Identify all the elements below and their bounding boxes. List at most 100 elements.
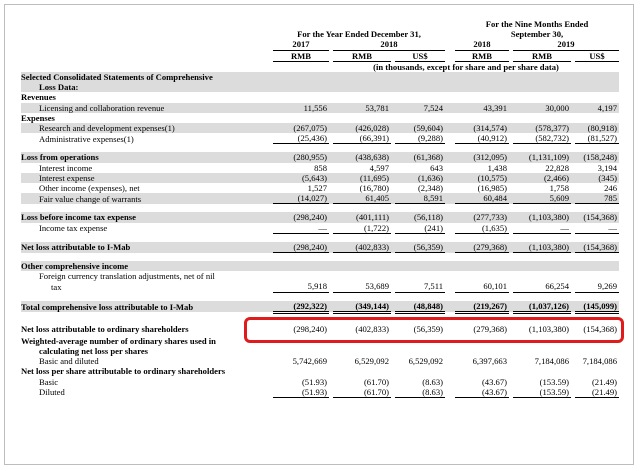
value-cell: 5,918 <box>273 281 329 293</box>
row-label: Income tax expense <box>39 223 108 234</box>
value-cell: 9,269 <box>575 281 619 293</box>
value-cell: (298,240) <box>273 212 329 223</box>
value-cell: (277,733) <box>455 212 509 223</box>
value-cell: (298,240) <box>273 241 329 254</box>
value-cell: (61,368) <box>395 152 445 163</box>
value-cell: 7,184,086 <box>534 356 569 367</box>
value-cell: 5,609 <box>513 193 571 205</box>
value-cell: 66,254 <box>513 281 571 293</box>
value-cell: 60,484 <box>455 193 509 205</box>
label-row: Other comprehensive income <box>21 261 619 272</box>
value-cell: — <box>273 222 329 234</box>
label-row: Foreign currency translation adjustments… <box>21 271 619 281</box>
header-years: 2017 2018 2018 2019 <box>21 39 619 51</box>
value-cell: 7,511 <box>395 281 445 293</box>
units-note-row: (in thousands, except for share and per … <box>21 61 619 72</box>
value-cell: (21.49) <box>591 376 617 387</box>
table-row: Administrative expenses(1) (25,436) (66,… <box>21 133 619 145</box>
currency-cell: RMB <box>273 50 329 62</box>
value-cell: (10,575) <box>455 172 509 184</box>
value-cell: (158,248) <box>575 152 619 163</box>
value-cell: (154,368) <box>575 241 619 254</box>
table-row: Net loss attributable to I-Mab (298,240)… <box>21 241 619 254</box>
value-cell: 7,524 <box>395 102 445 113</box>
value-cell: (1,103,380) <box>513 212 571 223</box>
value-cell: — <box>575 222 619 234</box>
table-row: Fair value change of warrants (14,027) 6… <box>21 193 619 205</box>
value-cell: 1,758 <box>549 183 569 194</box>
table-row: Loss from operations (280,955) (438,638)… <box>21 152 619 163</box>
table-row: Diluted (51.93) (61.70) (8.63) (43.67) (… <box>21 386 619 399</box>
value-cell: (25,436) <box>273 133 329 145</box>
value-cell: 61,405 <box>333 193 391 205</box>
value-cell: 53,781 <box>333 102 391 113</box>
currency-cell: US$ <box>575 50 619 62</box>
value-cell: (292,322) <box>273 300 329 314</box>
header-currencies: RMB RMB US$ RMB RMB US$ <box>21 50 619 62</box>
value-cell: (11,695) <box>333 172 391 184</box>
value-cell: (153.59) <box>539 376 569 387</box>
currency-cell: US$ <box>395 50 445 62</box>
value-cell: (8.63) <box>422 376 443 387</box>
value-cell: (2,348) <box>417 183 443 194</box>
value-cell: (40,912) <box>455 133 509 145</box>
value-cell: (349,144) <box>333 300 391 314</box>
value-cell: (154,368) <box>583 323 617 334</box>
expenses-label: Expenses <box>21 112 55 123</box>
header-nine-months-date: September 30, <box>510 29 564 40</box>
table-row: Licensing and collaboration revenue 11,5… <box>21 102 619 113</box>
value-cell: (16,985) <box>477 183 507 194</box>
value-cell: (219,267) <box>455 300 509 314</box>
value-cell: (43.67) <box>455 386 509 399</box>
row-label: Interest income <box>39 162 93 173</box>
value-cell: (1,037,126) <box>513 300 571 314</box>
value-cell: (43.67) <box>481 376 507 387</box>
value-cell: (438,638) <box>333 152 391 163</box>
label-row: Weighted-average number of ordinary shar… <box>21 336 619 346</box>
value-cell: (61.70) <box>333 386 391 399</box>
table-row: Research and development expenses(1) (26… <box>21 123 619 134</box>
table-row: Interest income 858 4,597 643 1,438 22,8… <box>21 163 619 173</box>
value-cell: — <box>513 222 571 234</box>
label-row: Revenues <box>21 92 619 102</box>
value-cell: 7,184,086 <box>582 356 617 367</box>
value-cell: (1,103,380) <box>528 323 569 334</box>
value-cell: (81,527) <box>575 133 619 145</box>
row-label: calculating net loss per shares <box>39 346 149 357</box>
value-cell: (61.70) <box>363 376 389 387</box>
value-cell: 785 <box>575 193 619 205</box>
currency-cell: RMB <box>455 50 509 62</box>
value-cell: (8.63) <box>395 386 445 399</box>
row-label: Foreign currency translation adjustments… <box>39 271 215 282</box>
value-cell: (578,377) <box>513 123 571 134</box>
value-cell: (56,359) <box>413 323 443 334</box>
units-note: (in thousands, except for share and per … <box>373 61 559 72</box>
value-cell: (312,095) <box>455 152 509 163</box>
value-cell: 53,689 <box>333 281 391 293</box>
value-cell: (402,833) <box>355 323 389 334</box>
value-cell: (1,635) <box>455 222 509 234</box>
row-label: Net loss attributable to ordinary shareh… <box>21 323 189 334</box>
table-row: Income tax expense — (1,722) (241) (1,63… <box>21 222 619 234</box>
label-row: calculating net loss per shares <box>21 346 619 356</box>
header-row-1: For the Nine Months Ended <box>21 19 619 29</box>
oci-label: Other comprehensive income <box>21 261 267 272</box>
value-cell: (21.49) <box>575 386 619 399</box>
value-cell: (2,466) <box>513 172 571 184</box>
value-cell: (66,391) <box>333 133 391 145</box>
row-label: Net loss per share attributable to ordin… <box>21 366 226 377</box>
value-cell: 4,197 <box>575 102 619 113</box>
row-label: Interest expense <box>21 172 267 184</box>
value-cell: 858 <box>314 162 327 173</box>
value-cell: 4,597 <box>369 162 389 173</box>
value-cell: (298,240) <box>293 323 327 334</box>
currency-cell: RMB <box>513 50 571 62</box>
year-2018: 2018 <box>333 39 445 51</box>
row-label: Loss from operations <box>21 152 267 163</box>
value-cell: (279,368) <box>473 323 507 334</box>
value-cell: (314,574) <box>455 123 509 134</box>
header-row-2: For the Year Ended December 31, Septembe… <box>21 29 619 39</box>
section-title: Selected Consolidated Statements of Comp… <box>21 72 267 83</box>
table-row: Loss before income tax expense (298,240)… <box>21 212 619 223</box>
year-2019: 2019 <box>513 39 619 51</box>
